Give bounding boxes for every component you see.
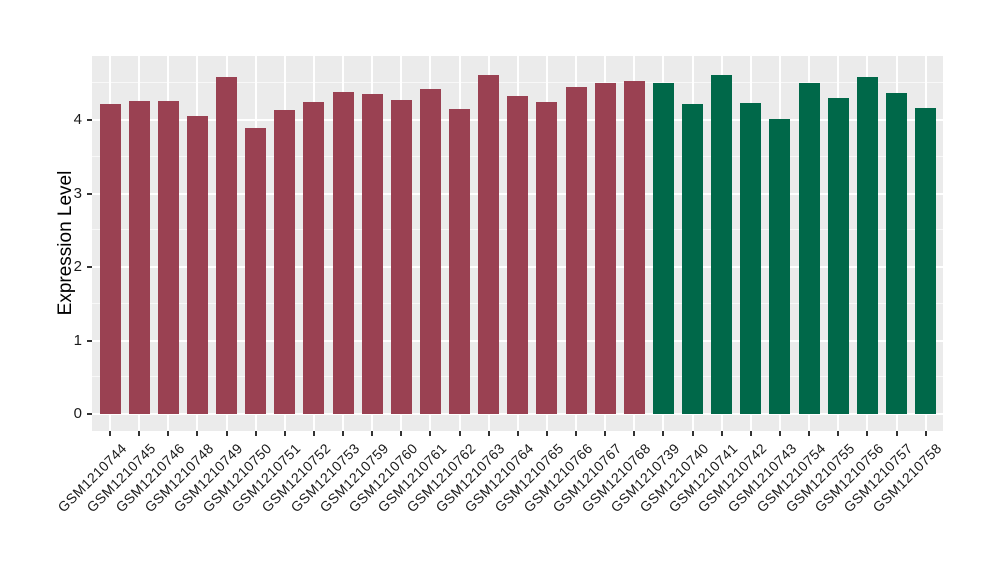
bar-GSM1210754	[798, 83, 820, 414]
x-tick-mark	[487, 431, 490, 436]
bar-GSM1210762	[449, 108, 471, 414]
x-tick-mark	[778, 431, 781, 436]
bar-GSM1210752	[303, 102, 325, 414]
x-tick-mark	[138, 431, 141, 436]
x-tick-mark	[691, 431, 694, 436]
chart-panel	[92, 56, 943, 431]
y-tick-mark	[87, 266, 92, 268]
x-tick-mark	[516, 431, 519, 436]
x-tick-mark	[312, 431, 315, 436]
x-tick-mark	[720, 431, 723, 436]
bar-GSM1210743	[769, 118, 791, 414]
bar-GSM1210744	[99, 103, 121, 414]
x-tick-mark	[342, 431, 345, 436]
y-tick-mark	[87, 339, 92, 342]
bar-GSM1210763	[478, 75, 500, 414]
y-tick-label: 3	[73, 184, 82, 202]
x-tick-mark	[458, 431, 461, 436]
bar-GSM1210761	[419, 89, 441, 414]
x-tick-mark	[924, 431, 927, 436]
x-tick-mark	[545, 431, 548, 436]
bar-GSM1210746	[157, 100, 179, 414]
bar-GSM1210742	[740, 103, 762, 414]
x-tick-mark	[196, 431, 199, 436]
bar-GSM1210753	[332, 92, 354, 414]
y-tick-mark	[87, 192, 92, 195]
x-tick-mark	[575, 431, 578, 436]
bar-GSM1210750	[245, 128, 267, 414]
x-tick-mark	[604, 431, 607, 436]
bar-GSM1210758	[915, 107, 937, 414]
bar-GSM1210739	[652, 82, 674, 414]
bar-GSM1210748	[186, 115, 208, 414]
y-tick-label: 1	[73, 331, 82, 349]
x-tick-mark	[837, 431, 840, 436]
bar-GSM1210765	[536, 101, 558, 414]
bar-GSM1210756	[856, 76, 878, 414]
x-tick-mark	[895, 431, 898, 436]
bar-GSM1210741	[711, 75, 733, 414]
y-tick-label: 2	[73, 258, 82, 275]
bar-GSM1210766	[565, 86, 587, 414]
x-tick-mark	[749, 431, 752, 436]
bar-GSM1210740	[682, 103, 704, 414]
y-tick-mark	[87, 119, 92, 121]
x-tick-mark	[866, 431, 869, 436]
bar-GSM1210751	[274, 110, 296, 414]
x-tick-mark	[109, 431, 111, 436]
x-tick-mark	[400, 431, 403, 436]
x-tick-mark	[225, 431, 228, 436]
y-tick-label: 0	[73, 405, 82, 422]
x-tick-mark	[283, 431, 286, 436]
bar-GSM1210767	[594, 83, 616, 414]
bar-GSM1210768	[623, 81, 645, 414]
x-tick-mark	[633, 431, 636, 436]
bar-GSM1210745	[128, 100, 150, 414]
x-tick-mark	[371, 431, 374, 436]
x-tick-mark	[808, 431, 811, 436]
x-tick-mark	[254, 431, 257, 436]
bar-GSM1210764	[507, 95, 529, 414]
bar-GSM1210757	[886, 92, 907, 414]
x-tick-mark	[429, 431, 432, 436]
y-tick-mark	[87, 413, 92, 415]
bar-GSM1210760	[390, 100, 412, 414]
bar-GSM1210755	[827, 97, 849, 414]
bar-GSM1210749	[216, 77, 238, 414]
x-tick-mark	[662, 431, 665, 436]
bar-GSM1210759	[361, 93, 383, 414]
x-tick-mark	[167, 431, 170, 436]
y-tick-label: 4	[73, 111, 82, 128]
